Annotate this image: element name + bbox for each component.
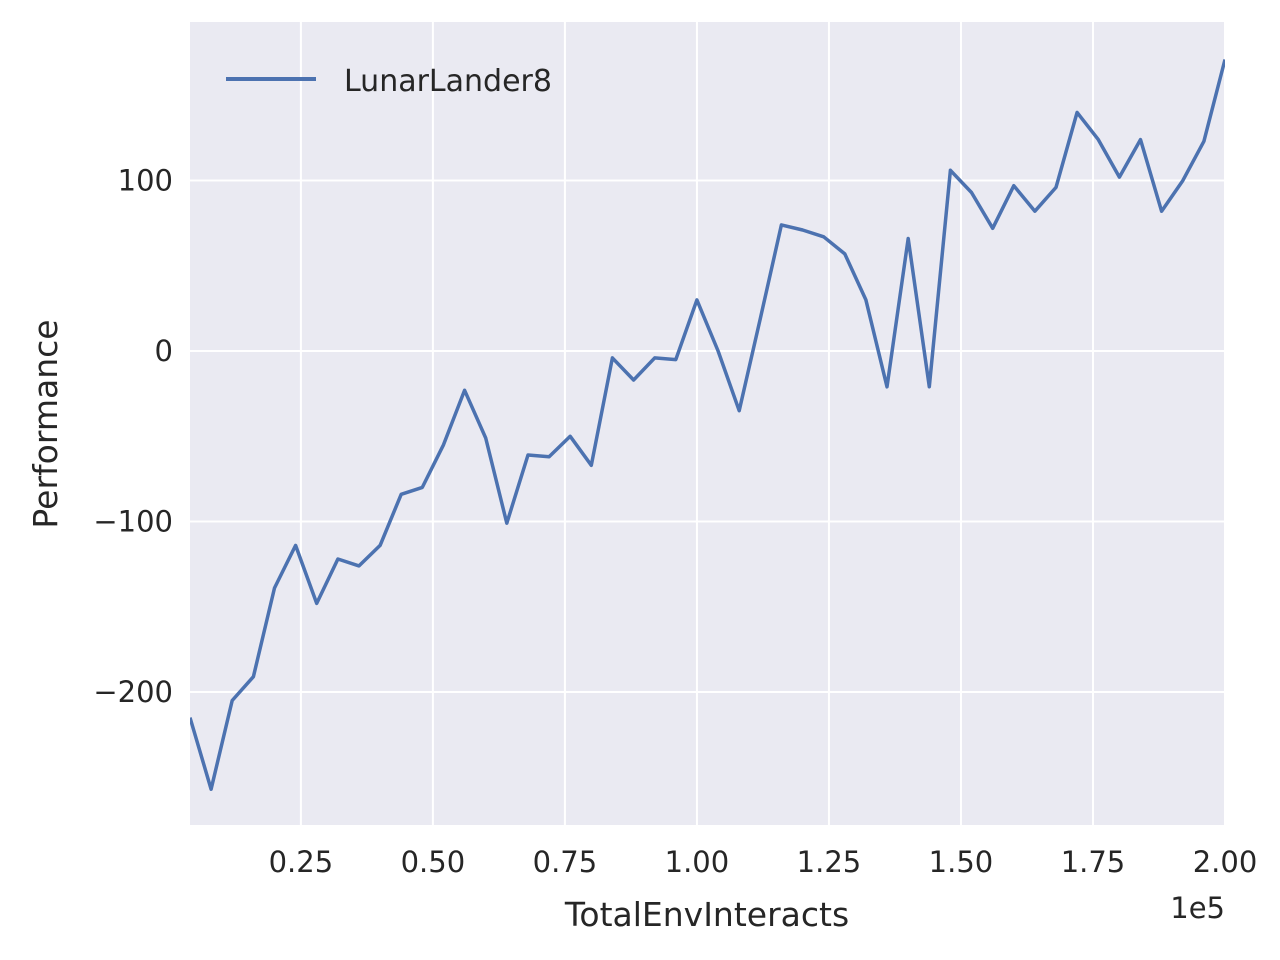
x-axis-label: TotalEnvInteracts: [564, 895, 849, 934]
legend-label: LunarLander8: [344, 64, 552, 99]
grid-lines: [190, 22, 1226, 825]
series-line-lunarlander8: [190, 59, 1225, 791]
x-tick-label: 0.50: [401, 845, 466, 879]
x-tick-labels: 0.25 0.50 0.75 1.00 1.25 1.50 1.75 2.00: [269, 845, 1258, 879]
y-tick-label: 0: [155, 334, 173, 368]
x-tick-label: 1.25: [797, 845, 862, 879]
y-axis-label: Performance: [26, 319, 65, 528]
x-tick-label: 1.50: [929, 845, 994, 879]
x-tick-label: 0.75: [533, 845, 598, 879]
x-tick-label: 1.00: [665, 845, 730, 879]
x-tick-label: 1.75: [1061, 845, 1126, 879]
y-tick-label: −100: [93, 505, 173, 539]
x-tick-label: 2.00: [1193, 845, 1258, 879]
x-tick-label: 0.25: [269, 845, 334, 879]
x-axis-offset-label: 1e5: [1170, 891, 1225, 925]
legend: LunarLander8: [226, 64, 552, 99]
series-layer: [190, 59, 1225, 791]
y-tick-label: −200: [93, 675, 173, 709]
y-tick-label: 100: [118, 164, 173, 198]
y-tick-labels: −200 −100 0 100: [93, 164, 173, 709]
